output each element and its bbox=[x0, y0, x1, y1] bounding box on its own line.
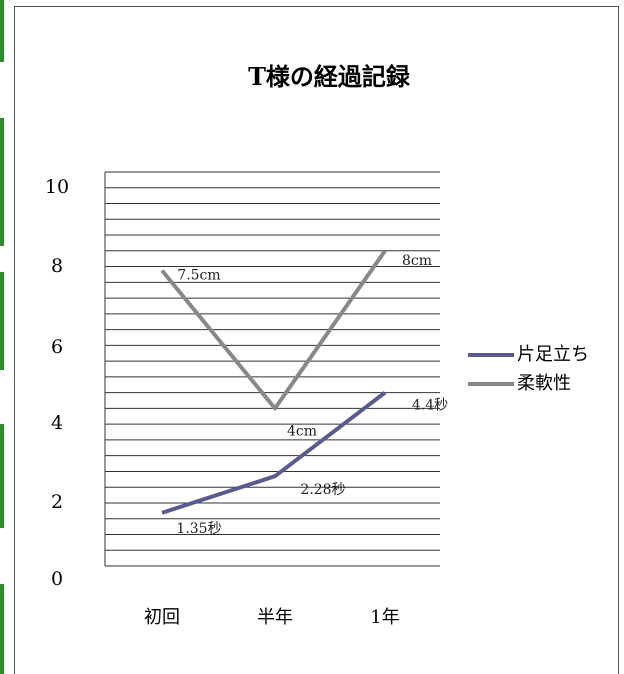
gridlines bbox=[104, 171, 440, 567]
y-tick-label: 10 bbox=[45, 176, 69, 198]
data-label: 4cm bbox=[287, 423, 317, 439]
chart-frame bbox=[14, 6, 619, 674]
series-lines bbox=[160, 249, 387, 515]
accent-bar bbox=[0, 272, 4, 370]
data-label: 8cm bbox=[402, 253, 432, 269]
accent-bar bbox=[0, 424, 4, 528]
accent-bar bbox=[0, 118, 4, 246]
series-line-2 bbox=[160, 249, 387, 411]
x-axis-ticks: 初回 半年 1年 bbox=[144, 607, 400, 628]
data-labels: 1.35秒 2.28秒 4.4秒 7.5cm 4cm 8cm bbox=[176, 253, 448, 537]
x-tick-label: 1年 bbox=[370, 607, 399, 628]
x-tick-label: 半年 bbox=[257, 607, 293, 628]
legend-label: 柔軟性 bbox=[517, 373, 571, 394]
data-label: 7.5cm bbox=[177, 268, 220, 284]
y-tick-label: 6 bbox=[51, 336, 63, 358]
y-tick-label: 8 bbox=[51, 255, 63, 277]
x-tick-label: 初回 bbox=[144, 607, 180, 628]
data-label: 4.4秒 bbox=[412, 398, 448, 414]
accent-bar bbox=[0, 584, 4, 674]
chart-title: T様の経過記録 bbox=[248, 62, 411, 91]
data-label: 2.28秒 bbox=[300, 482, 345, 498]
data-label: 1.35秒 bbox=[176, 521, 221, 537]
y-tick-label: 0 bbox=[51, 568, 63, 590]
y-axis-ticks: 0 2 4 6 8 10 bbox=[45, 176, 69, 590]
y-tick-label: 2 bbox=[51, 491, 63, 513]
legend-label: 片足立ち bbox=[517, 344, 589, 365]
series-line-1 bbox=[161, 391, 387, 515]
y-tick-label: 4 bbox=[51, 412, 63, 434]
accent-bar bbox=[0, 0, 4, 62]
